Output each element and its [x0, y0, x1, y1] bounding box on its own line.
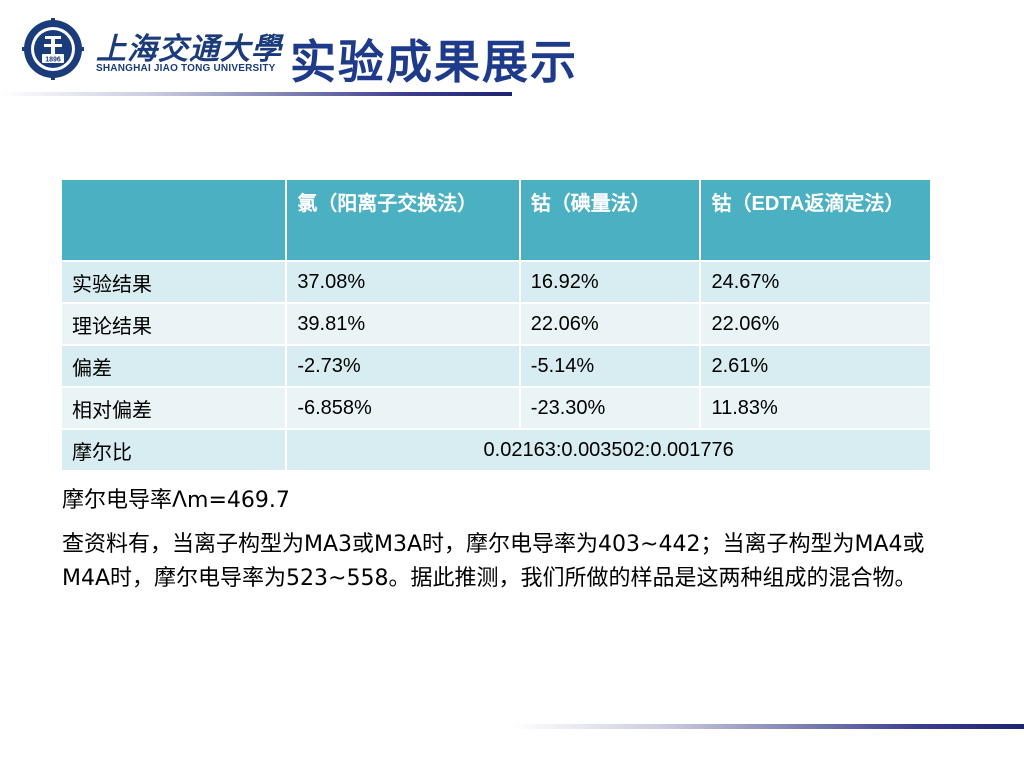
header-cell-chlorine: 氯（阳离子交换法） [285, 178, 521, 262]
table-cell: 22.06% [699, 302, 932, 346]
header-cell-empty [59, 178, 288, 262]
table-cell: -23.30% [518, 386, 702, 430]
school-name-en: SHANGHAI JIAO TONG UNIVERSITY [96, 63, 276, 74]
row-label: 相对偏差 [59, 386, 288, 430]
molar-ratio-value: 0.02163:0.003502:0.001776 [285, 428, 932, 472]
table-cell: 2.61% [699, 344, 932, 388]
row-label: 理论结果 [59, 302, 288, 346]
table-cell: -5.14% [518, 344, 702, 388]
table-cell: 39.81% [285, 302, 521, 346]
table-row-molar-ratio: 摩尔比 0.02163:0.003502:0.001776 [59, 428, 932, 472]
table-cell: 11.83% [699, 386, 932, 430]
table-cell: 37.08% [285, 260, 521, 304]
table-cell: -6.858% [285, 386, 521, 430]
conclusion-paragraph: 查资料有，当离子构型为MA3或M3A时，摩尔电导率为403~442；当离子构型为… [62, 532, 925, 591]
school-name-cn: 上海交通大學 [96, 32, 282, 67]
title-divider [0, 92, 512, 96]
slide-title: 实验成果展示 [290, 35, 578, 89]
table-cell: 22.06% [518, 302, 702, 346]
table-row: 相对偏差 -6.858% -23.30% 11.83% [59, 386, 932, 430]
footer-divider [512, 724, 1024, 729]
row-label: 偏差 [59, 344, 288, 388]
table-row: 理论结果 39.81% 22.06% 22.06% [59, 302, 932, 346]
university-logo: 1896 [22, 18, 84, 80]
table-cell: 16.92% [518, 260, 702, 304]
table-row: 偏差 -2.73% -5.14% 2.61% [59, 344, 932, 388]
conductivity-text: 摩尔电导率Λm=469.7 [62, 488, 290, 513]
table-cell: -2.73% [285, 344, 521, 388]
logo-year: 1896 [45, 57, 61, 64]
row-label: 摩尔比 [59, 428, 288, 472]
header-cell-cobalt-iodometry: 钴（碘量法） [518, 178, 702, 262]
table-cell: 24.67% [699, 260, 932, 304]
row-label: 实验结果 [59, 260, 288, 304]
table-header-row: 氯（阳离子交换法） 钴（碘量法） 钴（EDTA返滴定法） [59, 178, 932, 262]
table-row: 实验结果 37.08% 16.92% 24.67% [59, 260, 932, 304]
header-cell-cobalt-edta: 钴（EDTA返滴定法） [699, 178, 932, 262]
results-table: 氯（阳离子交换法） 钴（碘量法） 钴（EDTA返滴定法） 实验结果 37.08%… [59, 178, 932, 472]
